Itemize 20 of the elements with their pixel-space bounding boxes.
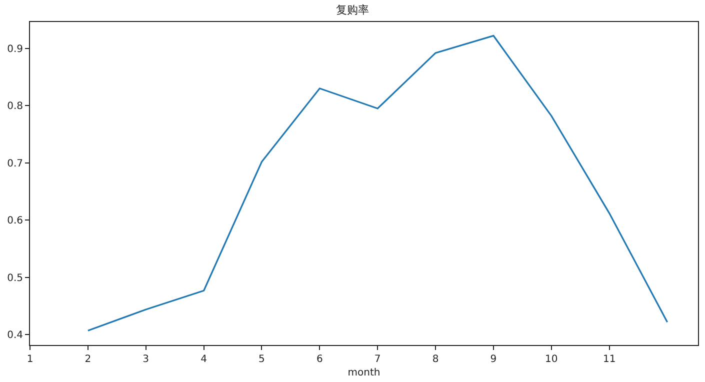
y-tick-label: 0.5 (7, 272, 23, 284)
chart-title: 复购率 (336, 3, 369, 16)
y-tick-label: 0.7 (7, 158, 23, 170)
x-tick-label: 2 (84, 354, 92, 365)
x-tick-label: 5 (258, 354, 265, 365)
x-tick-label: 4 (200, 354, 207, 365)
x-tick-label: 10 (545, 354, 558, 365)
y-tick-label: 0.8 (7, 101, 23, 112)
x-axis-title: month (348, 368, 380, 378)
y-tick-label: 0.6 (7, 216, 23, 227)
x-tick-label: 6 (316, 354, 323, 365)
line-series (87, 34, 668, 332)
x-tick-label: 3 (142, 354, 150, 365)
x-tick-label: 1 (26, 354, 34, 365)
x-tick-label: 7 (374, 354, 381, 365)
y-tick-label: 0.4 (7, 330, 23, 342)
x-tick-label: 11 (602, 354, 616, 365)
x-tick-label: 8 (432, 354, 439, 365)
x-tick-label: 9 (490, 354, 497, 365)
y-tick-label: 0.9 (7, 44, 23, 55)
